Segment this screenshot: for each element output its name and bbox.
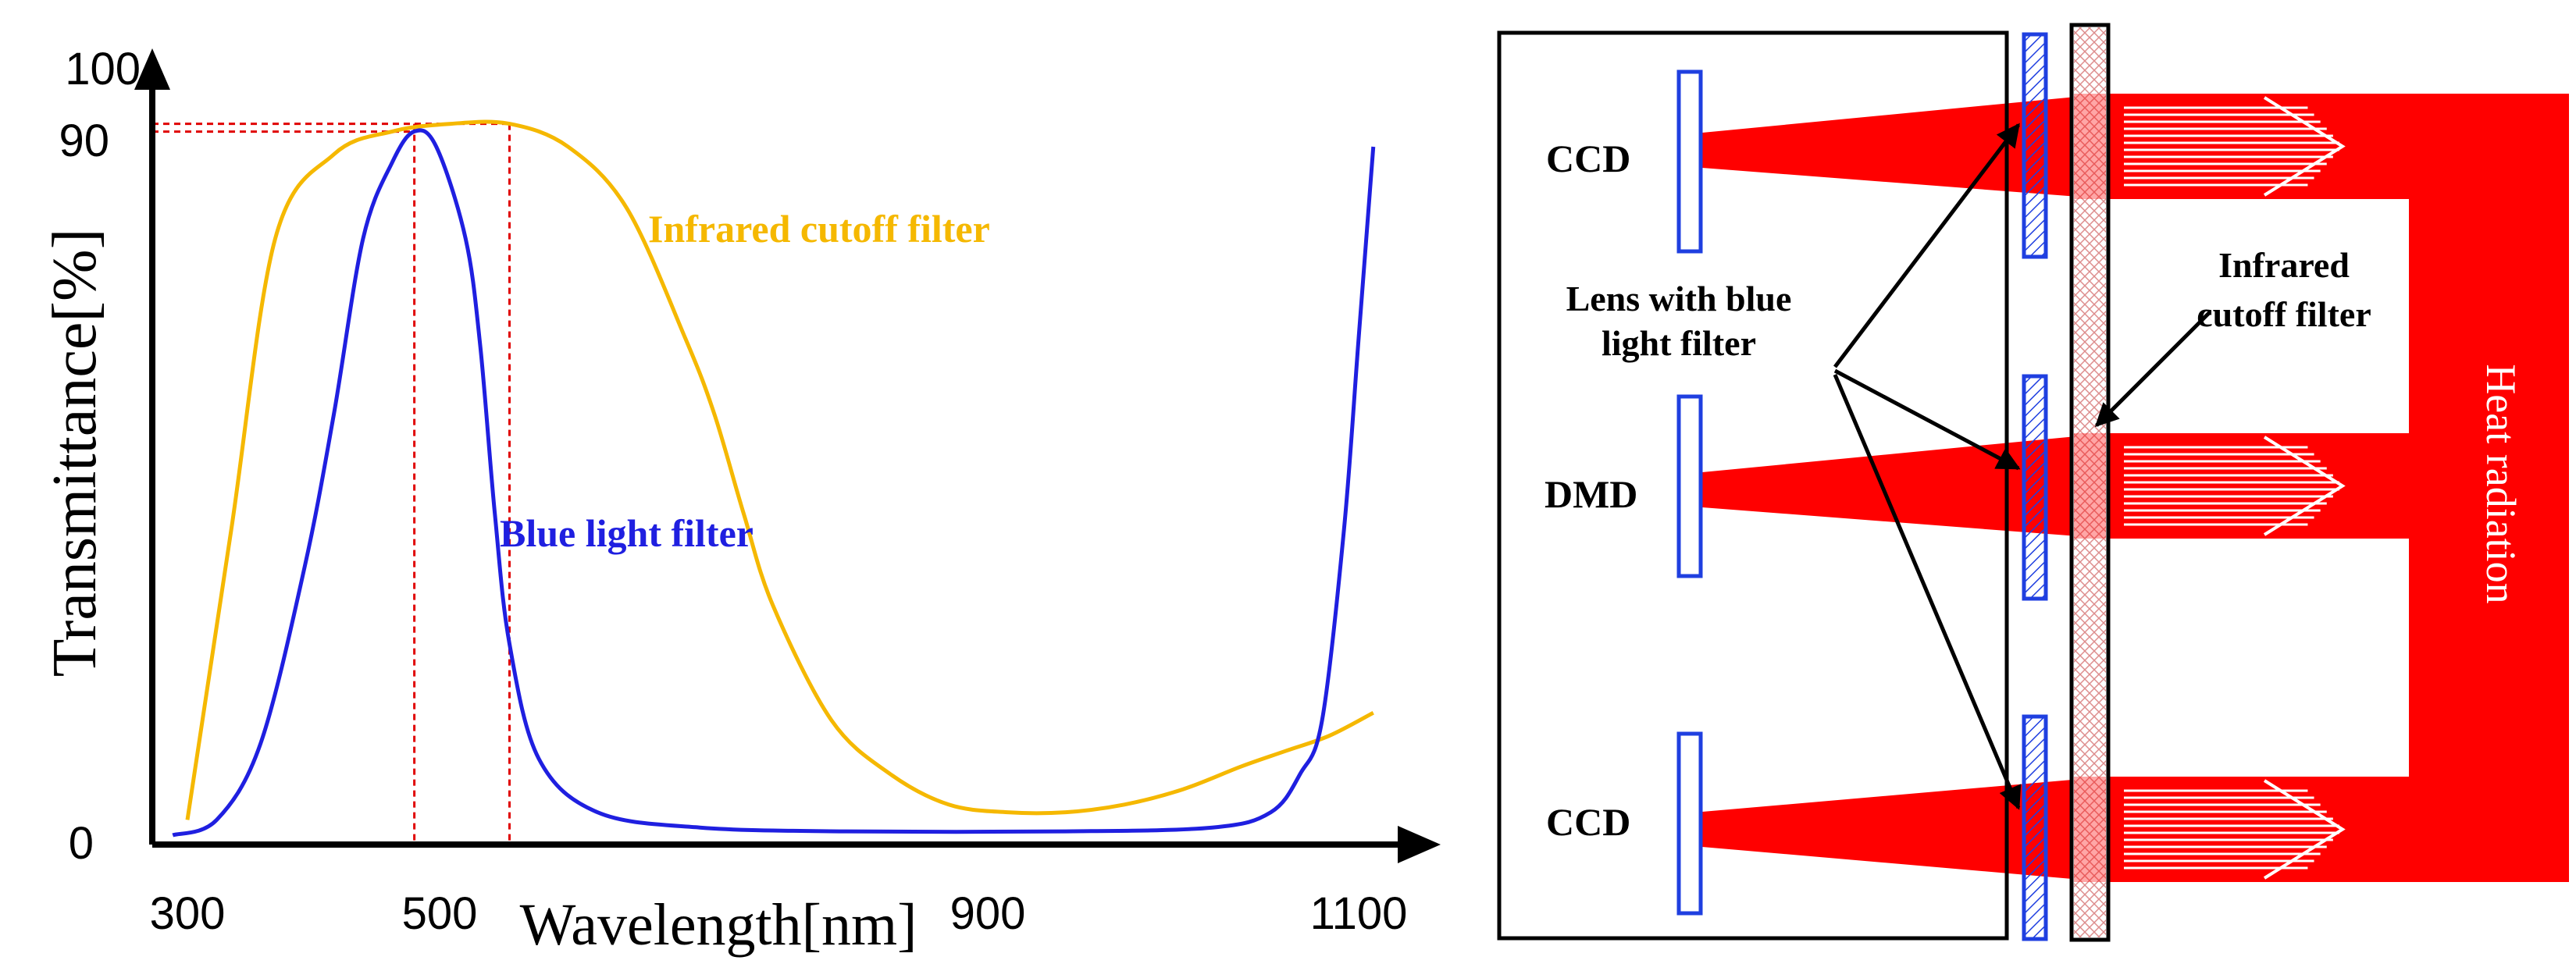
peak-reference-lines (152, 123, 511, 845)
heat-gap-top (2108, 199, 2409, 433)
heat-gap-bottom (2108, 539, 2409, 777)
pointer-lens-top (1833, 123, 2020, 368)
heat-arrowhead-icon (2263, 436, 2346, 536)
heat-arrows (2124, 96, 2346, 880)
optical-diagram: CCD DMD CCD Lens with blue light filter … (1497, 23, 2569, 942)
ccd-bottom-label: CCD (1546, 800, 1630, 844)
device-housing (1497, 30, 2009, 941)
heat-arrow-middle (2124, 436, 2346, 536)
blue-light-curve (172, 128, 1376, 838)
heat-arrow-bottom (2124, 779, 2346, 880)
ccd-top-label: CCD (1546, 137, 1630, 180)
lens-label-line2: light filter (1602, 323, 1756, 363)
y-tick-0: 0 (69, 818, 94, 869)
heat-arrowhead-icon (2263, 779, 2346, 880)
infrared-cutoff-filter-tint-mid (2074, 433, 2106, 539)
y-axis-arrow-icon (134, 48, 170, 90)
x-axis-title: Wavelength[nm] (520, 892, 917, 958)
heat-arrow-top (2124, 96, 2346, 197)
x-tick-300: 300 (150, 888, 226, 939)
transmittance-chart: 100 90 0 300 500 900 1100 Wavelength[nm]… (41, 44, 1441, 958)
lens-filter-bottom (2022, 714, 2048, 941)
pointer-lens-bottom (1833, 374, 2022, 810)
pointer-ir-filter (2094, 311, 2211, 428)
lens-filter-top (2022, 32, 2048, 259)
infrared-cutoff-label: Infrared cutoff filter (648, 207, 990, 251)
infrared-cutoff-filter-tint (2074, 94, 2106, 199)
blue-light-label: Blue light filter (500, 511, 754, 555)
dmd-sensor (1676, 394, 1703, 578)
dmd-label: DMD (1545, 472, 1637, 516)
infrared-cutoff-filter-tint-bot (2074, 777, 2106, 882)
x-tick-1100: 1100 (1310, 888, 1408, 939)
lens-filter-middle (2022, 374, 2048, 601)
heat-arrowhead-icon (2263, 96, 2346, 197)
ir-label-line1: Infrared (2218, 245, 2350, 285)
pointer-lens-middle (1833, 368, 2021, 471)
infrared-cutoff-filter-pattern (2074, 27, 2106, 937)
x-axis-arrow-icon (1398, 826, 1441, 863)
x-tick-900: 900 (950, 888, 1026, 939)
y-tick-90: 90 (59, 116, 109, 166)
x-tick-500: 500 (402, 888, 478, 939)
y-axis-title: Transmittance[%] (41, 229, 109, 678)
heat-radiation-label: Heat radiation (2478, 364, 2524, 603)
ccd-top-sensor (1676, 69, 1703, 254)
ccd-bottom-sensor (1676, 731, 1703, 916)
y-tick-100: 100 (65, 44, 141, 94)
lens-label-line1: Lens with blue (1566, 279, 1792, 318)
ir-label-line2: cutoff filter (2197, 294, 2371, 334)
infrared-cutoff-curve (185, 119, 1374, 820)
